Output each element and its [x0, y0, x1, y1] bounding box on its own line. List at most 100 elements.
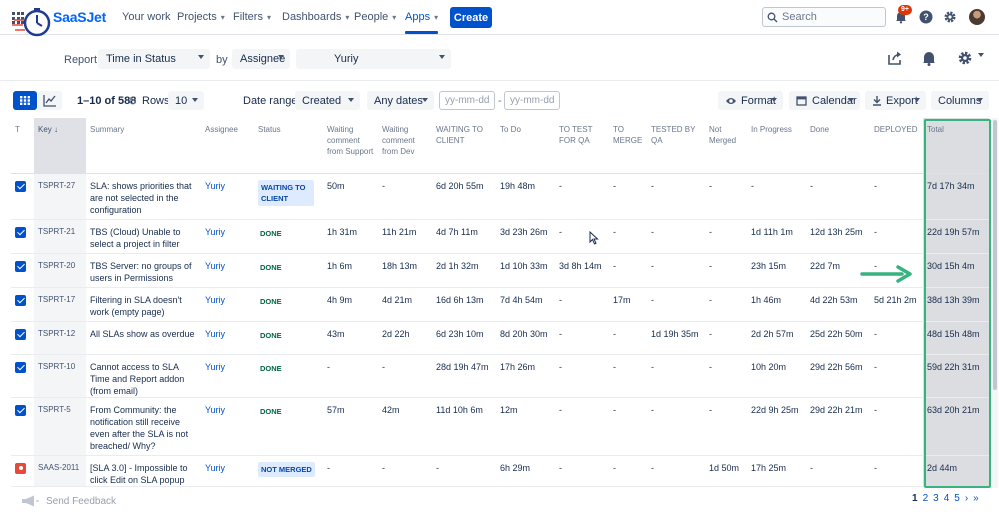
help-icon[interactable]: ? [919, 10, 933, 24]
column-header-key[interactable]: Key ↓ [34, 118, 86, 174]
issue-key[interactable]: TSPRT-27 [34, 173, 86, 220]
table-row[interactable]: TSPRT-5 From Community: the notification … [11, 397, 989, 456]
issue-assignee[interactable]: Yuriy [201, 455, 254, 487]
bell-icon[interactable] [921, 50, 937, 66]
nav-projects[interactable]: Projects ▾ [177, 11, 225, 23]
issue-assignee[interactable]: Yuriy [201, 321, 254, 355]
nav-your-work[interactable]: Your work [122, 11, 171, 23]
nav-dashboards[interactable]: Dashboards ▾ [282, 11, 350, 23]
page-5[interactable]: 5 [954, 493, 960, 504]
column-header-to-test-qa[interactable]: TO TEST FOR QA [555, 118, 609, 174]
settings-caret-icon[interactable] [978, 53, 984, 57]
column-header-todo[interactable]: To Do [496, 118, 555, 174]
issue-key[interactable]: TSPRT-5 [34, 397, 86, 456]
rows-select[interactable]: 10 [168, 91, 204, 110]
status-duration-cell: - [647, 173, 705, 220]
column-header-assignee[interactable]: Assignee [201, 118, 254, 174]
issue-assignee[interactable]: Yuriy [201, 397, 254, 456]
issue-key[interactable]: SAAS-2011 [34, 455, 86, 487]
issue-summary[interactable]: From Community: the notification still r… [86, 397, 201, 456]
table-row[interactable]: TSPRT-10 Cannot access to SLA Time and Re… [11, 354, 989, 398]
last-page-button[interactable]: » [973, 493, 979, 504]
issue-assignee[interactable]: Yuriy [201, 173, 254, 220]
app-switcher-icon[interactable] [12, 12, 24, 24]
search-input[interactable] [782, 11, 880, 23]
issue-summary[interactable]: TBS Server: no groups of users in Permis… [86, 253, 201, 288]
story-type-icon [15, 361, 26, 373]
column-header-total[interactable]: Total [923, 118, 989, 174]
status-duration-cell: - [705, 219, 747, 254]
group-by-select[interactable]: Assignee [232, 49, 290, 69]
nav-filters[interactable]: Filters ▾ [233, 11, 271, 23]
settings-gear-icon[interactable] [943, 10, 957, 24]
story-type-icon [15, 260, 26, 272]
format-button[interactable]: Format [718, 91, 783, 110]
page-3[interactable]: 3 [933, 493, 939, 504]
status-duration-cell: 1h 46m [747, 287, 806, 322]
issue-summary[interactable]: Filtering in SLA doesn't work (empty pag… [86, 287, 201, 322]
page-4[interactable]: 4 [943, 493, 950, 504]
issue-key[interactable]: TSPRT-10 [34, 354, 86, 398]
table-row[interactable]: SAAS-2011 [SLA 3.0] - Impossible to click… [11, 455, 989, 487]
issue-key[interactable]: TSPRT-21 [34, 219, 86, 254]
date-period-select[interactable]: Any dates [367, 91, 434, 110]
date-from-input[interactable] [439, 91, 495, 110]
page-1[interactable]: 1 [912, 493, 918, 504]
user-avatar[interactable] [969, 9, 985, 25]
search-box[interactable] [762, 7, 886, 27]
nav-people[interactable]: People ▾ [354, 11, 397, 23]
status-duration-cell: - [609, 219, 647, 254]
column-header-status[interactable]: Status [254, 118, 323, 174]
create-button[interactable]: Create [450, 7, 492, 28]
column-header-waiting-client[interactable]: WAITING TO CLIENT [432, 118, 496, 174]
issue-assignee[interactable]: Yuriy [201, 219, 254, 254]
issue-summary[interactable]: SLA: shows priorities that are not selec… [86, 173, 201, 220]
date-field-select[interactable]: Created [295, 91, 360, 110]
column-header-key-label: Key [38, 125, 52, 134]
column-header-done[interactable]: Done [806, 118, 870, 174]
refresh-icon[interactable]: ↻ [128, 96, 138, 108]
table-row[interactable]: TSPRT-12 All SLAs show as overdue Yuriy DON… [11, 321, 989, 355]
issue-key[interactable]: TSPRT-17 [34, 287, 86, 322]
issue-key[interactable]: TSPRT-12 [34, 321, 86, 355]
chart-view-button[interactable] [38, 91, 62, 110]
status-duration-cell: 4h 9m [323, 287, 378, 322]
column-header-not-merged[interactable]: Not Merged [705, 118, 747, 174]
column-header-waiting-support[interactable]: Waiting comment from Support [323, 118, 378, 174]
user-select[interactable]: Yuriy [296, 49, 451, 69]
page-2[interactable]: 2 [922, 493, 929, 504]
next-page-button[interactable]: › [964, 493, 969, 504]
grid-view-button[interactable] [13, 91, 37, 110]
issue-key[interactable]: TSPRT-20 [34, 253, 86, 288]
status-duration-cell: 11d 10h 6m [432, 397, 496, 456]
issue-summary[interactable]: TBS (Cloud) Unable to select a project i… [86, 219, 201, 254]
table-row[interactable]: TSPRT-27 SLA: shows priorities that are n… [11, 173, 989, 220]
columns-label: Columns [938, 94, 982, 107]
table-row[interactable]: TSPRT-17 Filtering in SLA doesn't work (e… [11, 287, 989, 322]
report-settings-gear-icon[interactable] [957, 50, 973, 66]
report-select[interactable]: Time in Status [98, 49, 210, 69]
issue-summary[interactable]: Cannot access to SLA Time and Report add… [86, 354, 201, 398]
send-feedback-link[interactable]: Send Feedback [20, 495, 116, 507]
column-header-in-progress[interactable]: In Progress [747, 118, 806, 174]
nav-apps[interactable]: Apps ▾ [405, 11, 439, 34]
issue-assignee[interactable]: Yuriy [201, 253, 254, 288]
date-to-input[interactable] [504, 91, 560, 110]
table-row[interactable]: TSPRT-20 TBS Server: no groups of users i… [11, 253, 989, 288]
share-icon[interactable] [887, 50, 903, 66]
column-header-waiting-dev[interactable]: Waiting comment from Dev [378, 118, 432, 174]
scrollbar-thumb[interactable] [993, 120, 997, 390]
column-header-to-merge[interactable]: TO MERGE [609, 118, 647, 174]
column-header-summary[interactable]: Summary [86, 118, 201, 174]
column-header-deployed[interactable]: DEPLOYED [870, 118, 923, 174]
column-header-type[interactable]: T [11, 118, 34, 174]
column-header-tested-qa[interactable]: TESTED BY QA [647, 118, 705, 174]
table-row[interactable]: TSPRT-21 TBS (Cloud) Unable to select a p… [11, 219, 989, 254]
issue-assignee[interactable]: Yuriy [201, 287, 254, 322]
issue-summary[interactable]: [SLA 3.0] - Impossible to click Edit on … [86, 455, 201, 487]
issue-summary[interactable]: All SLAs show as overdue [86, 321, 201, 355]
issue-assignee[interactable]: Yuriy [201, 354, 254, 398]
export-button[interactable]: Export [865, 91, 926, 110]
calendar-button[interactable]: Calendar [789, 91, 860, 110]
columns-button[interactable]: Columns [931, 91, 989, 110]
